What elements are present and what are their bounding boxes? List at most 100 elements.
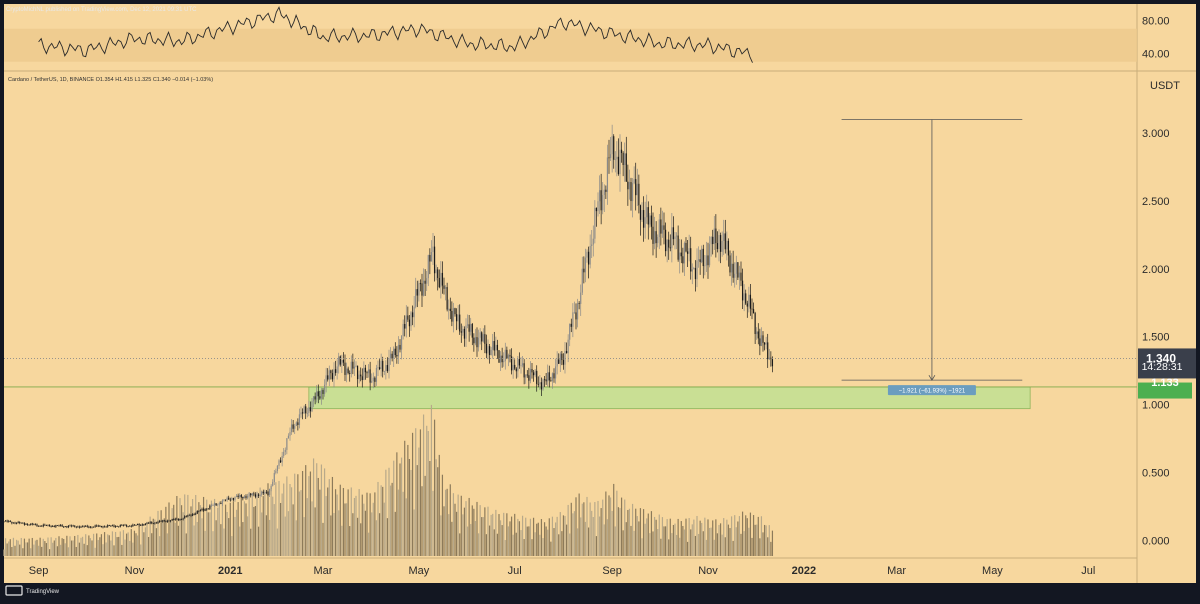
- volume-bar: [246, 516, 249, 556]
- candle-body: [639, 205, 642, 220]
- candle-body: [510, 356, 513, 371]
- volume-bar: [756, 524, 758, 556]
- volume-bar: [429, 461, 431, 556]
- candle-body: [520, 365, 522, 367]
- volume-bar: [616, 490, 618, 556]
- candle-body: [83, 525, 85, 527]
- volume-bar: [482, 517, 484, 556]
- volume-bar: [770, 541, 772, 556]
- candle-body: [272, 481, 274, 486]
- volume-bar: [460, 495, 462, 556]
- volume-bar: [158, 536, 161, 556]
- volume-bar: [333, 512, 335, 556]
- candle-body: [580, 292, 582, 304]
- candle-body: [22, 522, 24, 524]
- volume-bar: [536, 523, 538, 556]
- volume-bar: [295, 520, 297, 556]
- last-price-tag: [1138, 348, 1196, 379]
- volume-bar: [644, 523, 646, 556]
- candle-body: [655, 231, 657, 244]
- volume-bar: [132, 542, 134, 556]
- volume-bar: [34, 540, 37, 556]
- candle-body: [312, 396, 315, 402]
- volume-bar: [377, 481, 379, 556]
- volume-bar: [229, 502, 231, 556]
- candle-body: [305, 406, 307, 414]
- volume-bar: [317, 477, 319, 556]
- volume-bar: [37, 545, 40, 556]
- candle-body: [146, 522, 148, 524]
- candle-body: [586, 251, 588, 258]
- candle-body: [314, 396, 316, 400]
- volume-bar: [371, 512, 373, 556]
- candle-body: [270, 485, 272, 489]
- volume-bar: [336, 494, 338, 556]
- candle-body: [545, 379, 547, 382]
- volume-bar: [8, 541, 10, 556]
- volume-bar: [339, 484, 341, 556]
- candle-body: [668, 239, 670, 248]
- candle-body: [23, 523, 26, 525]
- candle-body: [279, 460, 282, 463]
- volume-bar: [251, 493, 253, 556]
- volume-bar: [356, 517, 359, 556]
- volume-bar: [289, 484, 291, 556]
- volume-bar: [534, 532, 536, 556]
- oscillator-band: [4, 28, 1137, 62]
- volume-bar: [378, 513, 381, 556]
- candle-body: [265, 491, 268, 493]
- candle-body: [6, 520, 8, 522]
- volume-bar: [250, 528, 252, 556]
- candle-body: [526, 374, 528, 376]
- candle-body: [606, 157, 609, 192]
- candle-body: [207, 508, 209, 510]
- volume-bar: [595, 536, 598, 556]
- volume-bar: [191, 499, 194, 556]
- volume-bar: [184, 494, 186, 556]
- volume-bar: [751, 537, 753, 556]
- candle-body: [624, 153, 626, 166]
- candle-body: [547, 372, 549, 382]
- time-tick-4: May: [408, 565, 429, 577]
- volume-bar: [12, 537, 15, 556]
- volume-bar: [294, 473, 296, 556]
- candle-body: [584, 257, 587, 273]
- candle-body: [583, 268, 585, 273]
- time-tick-3: Mar: [314, 565, 333, 577]
- volume-bar: [443, 506, 445, 556]
- volume-bar: [581, 503, 583, 556]
- volume-bar: [177, 525, 180, 556]
- volume-bar: [358, 489, 360, 556]
- volume-bar: [693, 519, 695, 556]
- candle-body: [327, 375, 329, 380]
- candle-body: [741, 280, 744, 301]
- candle-body: [763, 342, 766, 345]
- candle-body: [422, 280, 425, 296]
- candle-body: [33, 524, 35, 526]
- volume-bar: [399, 463, 401, 556]
- candle-body: [400, 335, 403, 350]
- volume-bar: [372, 502, 374, 556]
- volume-bar: [597, 500, 599, 556]
- volume-bar: [470, 524, 472, 556]
- volume-bar: [490, 514, 492, 556]
- candle-body: [55, 525, 57, 527]
- candle-body: [556, 359, 558, 367]
- candle-body: [297, 422, 299, 425]
- candle-body: [383, 371, 385, 372]
- candle-body: [80, 526, 82, 528]
- volume-bar: [125, 533, 128, 556]
- candle-body: [25, 524, 27, 525]
- candle-body: [657, 237, 659, 244]
- candle-body: [543, 379, 546, 381]
- volume-bar: [334, 489, 337, 556]
- oscillator-tick-1: 40.00: [1142, 49, 1170, 61]
- candle-body: [592, 238, 594, 245]
- volume-bar: [179, 498, 181, 556]
- candle-body: [177, 518, 180, 521]
- candle-body: [732, 263, 734, 278]
- candle-body: [614, 159, 616, 161]
- volume-bar: [305, 465, 307, 556]
- volume-bar: [397, 489, 400, 556]
- volume-bar: [551, 516, 554, 556]
